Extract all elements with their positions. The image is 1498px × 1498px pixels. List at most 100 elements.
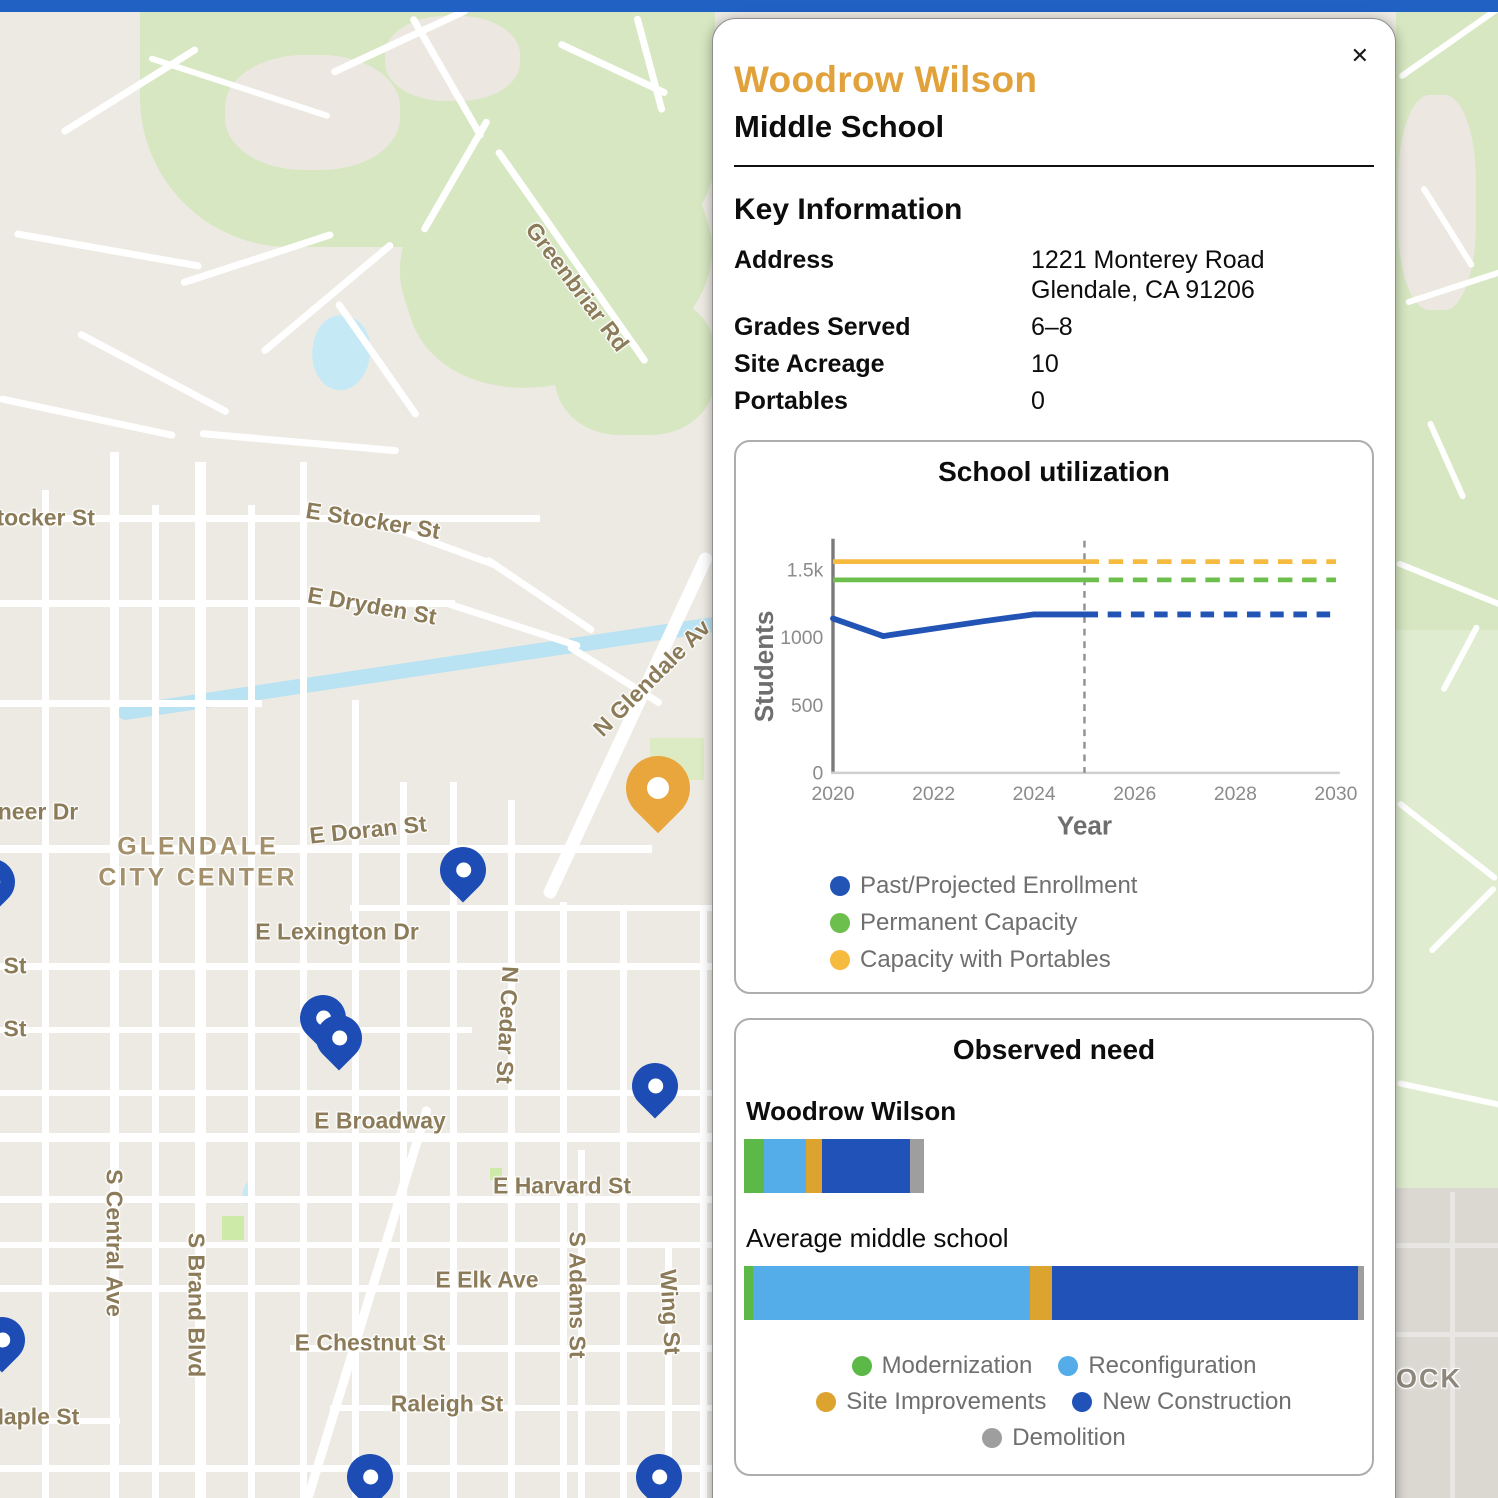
bar-segment [1029,1266,1052,1320]
legend-dot-icon [830,876,850,896]
map-shape [290,1345,712,1352]
area-label-glendale: GLENDALE [117,832,279,861]
map-shape [700,905,707,1498]
chart-text: 0 [813,763,824,785]
legend-label: Modernization [881,1352,1033,1379]
map-shape [0,845,652,853]
observed-need-legend: Modernization Reconfiguration Site Improve… [744,1352,1364,1458]
map-shape [508,800,515,1498]
key-information-table: Address 1221 Monterey Road Glendale, CA … [734,245,1374,416]
street-label: E Lexington Dr [255,918,419,945]
legend-label: Site Improvements [846,1388,1047,1415]
map-shape [620,905,627,1498]
school-name: Woodrow Wilson [734,59,1038,100]
map-shape [1450,1192,1455,1498]
map-shape [352,700,359,1498]
chart-text: 500 [791,695,823,717]
map-shape [0,1418,120,1424]
map-shape [350,905,712,911]
map-shape [1390,1243,1498,1248]
legend-row: Demolition [982,1424,1126,1452]
legend-item: Capacity with Portables [830,946,1364,974]
school-detail-panel: ✕ Woodrow Wilson Middle School Key Infor… [712,18,1396,1498]
observed-bar-label: Woodrow Wilson [746,1096,957,1126]
street-label: S Adams St [564,1231,591,1359]
utilization-legend: Past/Projected Enrollment Permanent Capac… [830,872,1364,974]
legend-dot-icon [851,1356,872,1376]
map-shape [222,1216,244,1240]
chart-text: Year [1057,811,1112,841]
map-shape [1398,95,1476,310]
bar-segment [822,1139,910,1193]
grades-value: 6–8 [1031,313,1073,341]
school-utilization-card: School utilization 0 500 1000 1.5k 2020 2022 2… [734,440,1374,994]
legend-dot-icon [816,1392,837,1412]
school-pin[interactable] [626,1444,692,1498]
school-pin[interactable] [337,1444,403,1498]
school-type: Middle School [734,109,945,144]
street-label: Stocker St [0,504,95,531]
map-shape [1388,1188,1498,1498]
map-shape [665,1242,672,1498]
legend-dot-icon [982,1428,1003,1448]
close-icon[interactable]: ✕ [1347,41,1373,71]
address-value: 1221 Monterey Road Glendale, CA 91206 [1031,245,1374,305]
observed-bar-label: Average middle school [746,1223,1009,1253]
title-divider [734,165,1374,167]
map-shape [0,700,262,707]
chart-text: 2024 [1013,783,1056,805]
legend-label: Reconfiguration [1088,1352,1257,1379]
area-label-eagle-rock: OCK [1396,1363,1462,1394]
street-label: E Elk Ave [435,1266,539,1293]
legend-dot-icon [1058,1356,1079,1376]
legend-label: Demolition [1012,1424,1126,1451]
street-label: S Central Ave [101,1169,128,1317]
observed-need-title: Observed need [952,1034,1156,1065]
map-shape [76,330,231,416]
legend-row: Modernization Reconfiguration [851,1352,1257,1380]
legend-dot-icon [830,950,850,970]
chart-text: 1000 [780,627,823,649]
bar-segment [1051,1266,1358,1320]
address-label: Address [734,246,835,274]
address-line1: 1221 Monterey Road [1031,246,1265,274]
street-label: S Brand Blvd [183,1232,210,1378]
bar-segment [909,1139,925,1193]
enrollment-line [830,611,1088,639]
school-pin[interactable] [622,1053,688,1119]
map-shape [152,505,159,1498]
legend-item: Site Improvements [816,1388,1046,1416]
observed-need-card: Observed need Woodrow Wilson Average midd… [734,1018,1374,1476]
map-shape [555,295,715,435]
street-label: E Broadway [314,1107,446,1134]
map-shape [110,452,119,1498]
observed-stacked-bar [744,1139,925,1193]
map-shape [578,1150,585,1498]
bar-segment [806,1139,823,1193]
school-pin[interactable] [0,1307,35,1373]
bar-segment [744,1139,765,1193]
school-pin[interactable] [0,849,25,915]
bar-segment [753,1266,1030,1320]
street-label: St [3,952,27,979]
legend-dot-icon [830,913,850,933]
street-label: Wing St [655,1268,686,1356]
map-shape [1396,630,1498,1190]
map-shape [490,1168,502,1180]
chart-text: Students [749,611,779,723]
street-label: E Harvard St [492,1172,632,1199]
legend-dot-icon [1072,1392,1093,1412]
map-shape [400,782,407,1498]
observed-need-bars: Woodrow Wilson Average middle school [744,1096,1364,1320]
chart-text: 2028 [1214,783,1257,805]
map-shape [304,310,378,396]
map-shape [450,782,457,1498]
utilization-title: School utilization [938,456,1170,487]
site-header-bar [0,0,1498,12]
bar-segment [744,1266,754,1320]
map-shape [0,600,455,607]
legend-item: New Construction [1072,1388,1292,1416]
street-label: E Dryden St [305,581,439,630]
street-label: E Doran St [308,810,428,849]
